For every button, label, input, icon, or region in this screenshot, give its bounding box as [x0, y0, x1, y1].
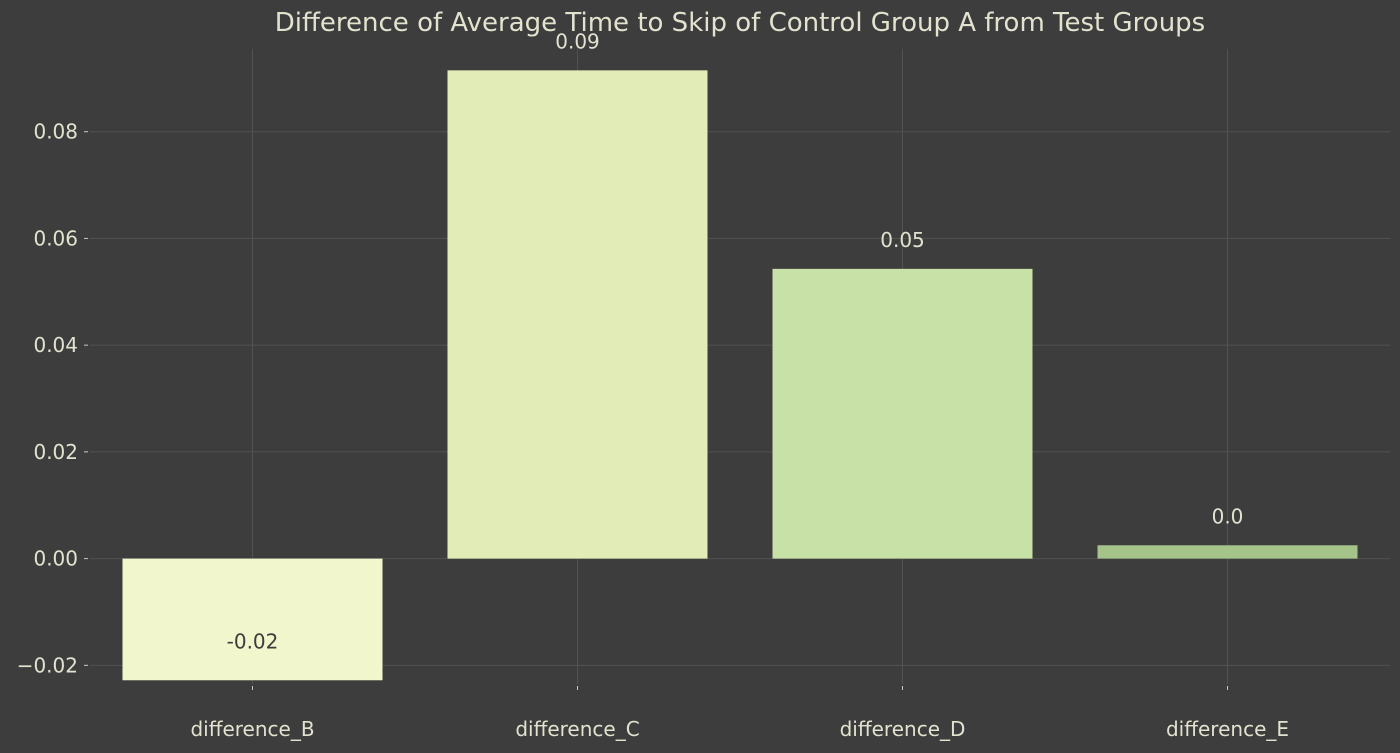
y-tick-label: 0.08 [33, 120, 78, 144]
y-tick-label: 0.06 [33, 226, 78, 250]
data-label: 0.0 [1212, 504, 1244, 528]
y-tick-label: 0.00 [33, 547, 78, 571]
data-label: 0.09 [555, 29, 600, 53]
y-axis: −0.02 0.00 0.02 0.04 0.06 0.08 [17, 120, 88, 677]
bar-difference_D [772, 268, 1033, 559]
x-tick-label: difference_E [1166, 717, 1289, 741]
x-axis: difference_B difference_C difference_D diff… [190, 686, 1289, 741]
y-tick-label: 0.02 [33, 440, 78, 464]
x-tick-label: difference_D [840, 717, 966, 741]
y-tick-label: −0.02 [17, 653, 78, 677]
y-tick-label: 0.04 [33, 333, 78, 357]
chart-title: Difference of Average Time to Skip of Co… [275, 8, 1205, 38]
bar-difference_E [1097, 545, 1358, 559]
data-label: 0.05 [880, 228, 925, 252]
bar-difference_B [122, 558, 383, 681]
bar-difference_C [447, 70, 708, 559]
x-tick-label: difference_B [190, 717, 314, 741]
data-label: -0.02 [227, 630, 279, 654]
data-labels: -0.02 0.09 0.05 0.0 [227, 29, 1244, 653]
bars [122, 70, 1358, 681]
x-tick-label: difference_C [515, 717, 639, 741]
